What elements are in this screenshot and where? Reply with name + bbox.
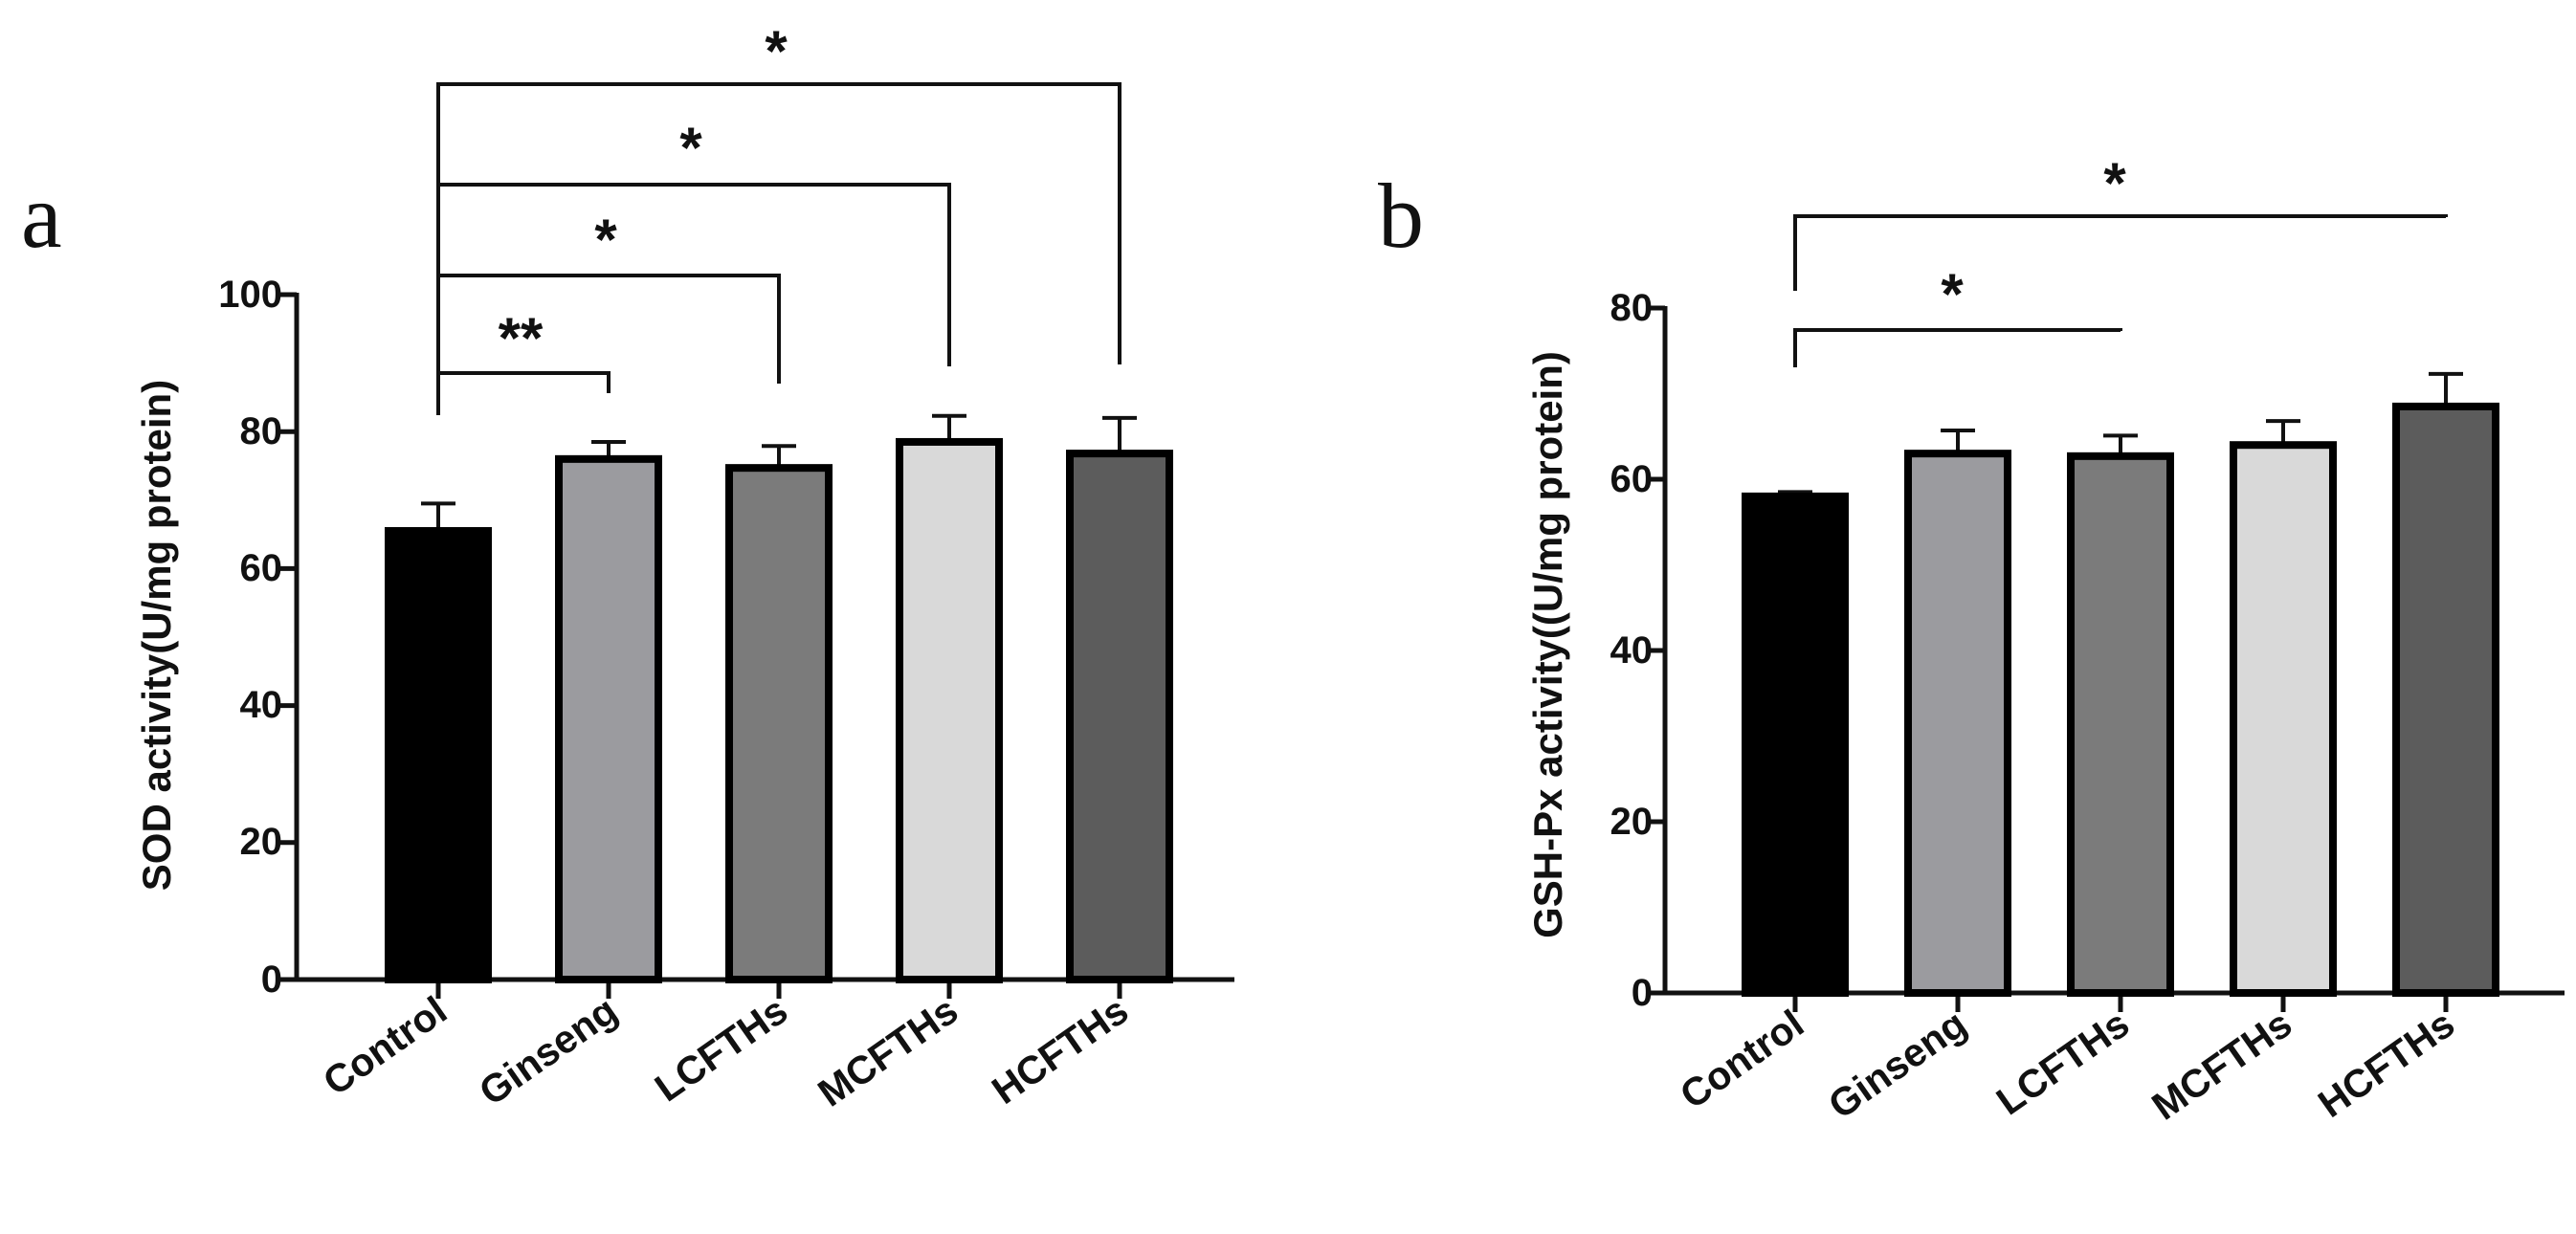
panel-a-sig-bracket-1 — [436, 371, 611, 415]
panel-b-x-labels: Control Ginseng LCFTHs MCFTHs HCFTHs — [1672, 1002, 2462, 1129]
panel-a-bar-ginseng — [555, 454, 662, 983]
panel-b-sig-bracket-1 — [1793, 328, 2122, 367]
panel-b-bar-control — [1742, 492, 1849, 997]
panel-a-y-tick-1: 20 — [240, 821, 283, 863]
panel-a-bar-lcfths — [725, 464, 833, 983]
panel-a-bar-mcfths — [896, 437, 1003, 983]
panel-b-bar-mcfths — [2230, 441, 2337, 997]
panel-a-x-label-lcfths: LCFTHs — [647, 988, 795, 1111]
panel-b-y-axis-title: GSH-Px activity((U/mg protein) — [1525, 351, 1570, 938]
panel-a-sig-label-4: * — [765, 19, 788, 83]
panel-b-y-axis: 0 20 40 60 80 — [1610, 287, 1654, 1014]
panel-a-y-tick-2: 40 — [240, 684, 283, 726]
panel-a-sig-label-2: * — [594, 208, 617, 272]
panel-a: a SOD activity(U/mg protein) 0 20 40 60 … — [21, 19, 1234, 1115]
panel-b-bar-hcfths — [2392, 402, 2499, 997]
panel-a-bar-hcfths — [1066, 450, 1173, 983]
panel-a-x-label-ginseng: Ginseng — [471, 988, 625, 1114]
panel-b-x-label-lcfths: LCFTHs — [1988, 1002, 2137, 1124]
panel-b-x-label-ginseng: Ginseng — [1820, 1002, 1974, 1128]
panel-a-y-axis-title: SOD activity(U/mg protein) — [134, 380, 179, 891]
panel-b-sig-label-2: * — [2103, 151, 2126, 215]
panel-a-significance: ** * * * — [499, 19, 788, 370]
panel-a-sig-bracket-4 — [436, 82, 1121, 406]
panel-b-letter: b — [1378, 165, 1424, 267]
panel-a-y-tick-0: 0 — [261, 959, 282, 1001]
panel-a-sig-label-1: ** — [499, 306, 544, 370]
panel-b-bar-ginseng — [1904, 450, 2011, 997]
panel-b-y-tick-3: 60 — [1610, 458, 1654, 500]
panel-b-y-tick-4: 80 — [1610, 287, 1654, 329]
panel-a-bar-control — [385, 527, 492, 984]
panel-b-x-label-hcfths: HCFTHs — [2310, 1002, 2462, 1126]
panel-a-x-label-mcfths: MCFTHs — [811, 988, 966, 1115]
panel-b-sig-label-1: * — [1941, 262, 1964, 326]
panel-a-y-tick-4: 80 — [240, 410, 283, 452]
panel-a-y-tick-3: 60 — [240, 547, 283, 589]
panel-b-x-label-mcfths: MCFTHs — [2144, 1002, 2300, 1129]
panel-b-y-tick-2: 40 — [1610, 629, 1654, 672]
panel-a-y-axis: 0 20 40 60 80 100 — [218, 274, 282, 1001]
panel-b-sig-bracket-2 — [1793, 214, 2448, 291]
panel-a-x-label-hcfths: HCFTHs — [984, 988, 1136, 1113]
panel-b-y-tick-0: 0 — [1632, 972, 1653, 1014]
panel-b-x-label-control: Control — [1672, 1002, 1811, 1117]
panel-a-x-labels: Control Ginseng LCFTHs MCFTHs HCFTHs — [315, 988, 1136, 1115]
panel-b: b GSH-Px activity((U/mg protein) 0 20 40… — [1378, 151, 2565, 1129]
panel-a-y-tick-5: 100 — [218, 274, 282, 316]
panel-b-bar-lcfths — [2067, 452, 2174, 997]
panel-a-sig-label-3: * — [679, 116, 702, 180]
panel-b-significance: * * — [1941, 151, 2126, 326]
panel-b-y-tick-1: 20 — [1610, 801, 1654, 843]
panel-a-letter: a — [21, 165, 62, 267]
panel-a-x-label-control: Control — [315, 988, 455, 1104]
